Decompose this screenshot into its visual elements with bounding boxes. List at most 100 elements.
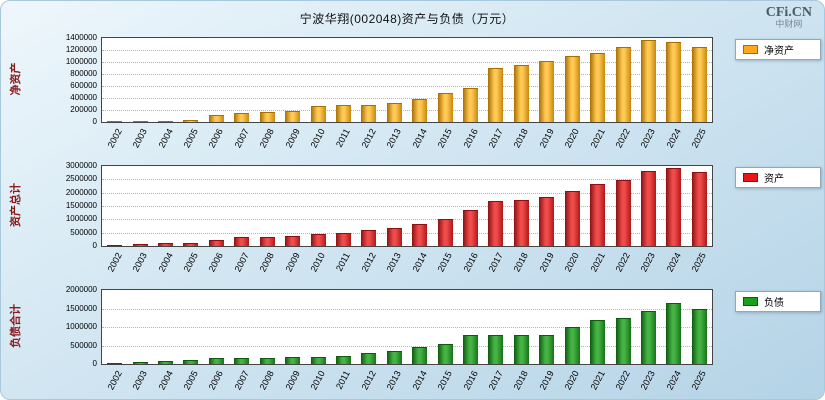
xlabel-2002: 2002 [105, 127, 124, 150]
ytick-total-liabilities: 2000000 [65, 285, 97, 294]
xlabel-2021: 2021 [588, 251, 607, 274]
xlabel-2014: 2014 [410, 369, 429, 392]
ytick-total-liabilities: 500000 [70, 340, 97, 350]
ytick-total-assets: 3000000 [65, 161, 97, 170]
bar-total-liabilities-2014 [412, 346, 428, 364]
gridline [102, 74, 712, 75]
legend-net-assets: 净资产 [735, 39, 821, 60]
bar-total-assets-2025 [691, 172, 707, 246]
bar-total-liabilities-2015 [437, 344, 453, 364]
xlabel-2018: 2018 [511, 251, 531, 274]
xlabel-2009: 2009 [283, 251, 302, 274]
bar-total-assets-2007 [234, 237, 250, 246]
xlabel-2022: 2022 [613, 251, 632, 274]
xlabel-2023: 2023 [639, 127, 658, 150]
bar-net-assets-2017 [488, 68, 504, 122]
chart-net-assets: 净资产 1400000 1200000 1000000 800000 600000 4000… [1, 33, 824, 164]
xlabel-2009: 2009 [283, 127, 302, 150]
gridline [102, 179, 712, 181]
xlabel-2013: 2013 [384, 251, 404, 274]
xlabel-2006: 2006 [206, 369, 226, 392]
xlabel-2012: 2012 [359, 369, 378, 392]
chart-title: 宁波华翔(002048)资产与负债（万元） [299, 12, 515, 26]
xlabel-2024: 2024 [664, 369, 683, 392]
bar-total-assets-2014 [412, 223, 428, 246]
xlabel-2018: 2018 [511, 127, 531, 150]
bar-net-assets-2008 [259, 112, 275, 122]
xlabel-2018: 2018 [511, 369, 531, 392]
cfi-logo: CFi.CN 中财网 [766, 5, 812, 30]
bar-total-assets-2003 [132, 243, 148, 246]
xlabel-2023: 2023 [639, 251, 658, 274]
legend-label-total-liabilities: 负债 [764, 298, 784, 309]
gridline [102, 192, 712, 194]
gridline [102, 206, 712, 207]
xlabel-2002: 2002 [105, 251, 124, 274]
xlabels-total-assets: 2002 2003 2004 2005 2006 2007 2008 2009 2010 2011… [101, 248, 713, 288]
bar-total-assets-2002 [107, 244, 123, 246]
bar-total-assets-2008 [259, 237, 275, 246]
gridline [102, 62, 712, 63]
xlabel-2014: 2014 [410, 127, 429, 150]
xlabel-2020: 2020 [562, 251, 582, 274]
bar-total-liabilities-2025 [691, 308, 707, 364]
xlabel-2014: 2014 [410, 251, 429, 274]
bar-total-liabilities-2004 [158, 360, 174, 364]
legend-label-total-assets: 资产 [764, 174, 784, 185]
xlabel-2008: 2008 [257, 369, 277, 392]
xlabels-total-liabilities: 2002 2003 2004 2005 2006 2007 2008 2009 2010 2011… [101, 366, 713, 399]
gridline [102, 110, 712, 111]
xlabels-net-assets: 2002 2003 2004 2005 2006 2007 2008 2009 2010 2011… [101, 124, 713, 164]
xlabel-2011: 2011 [334, 251, 353, 273]
xlabel-2007: 2007 [232, 369, 251, 392]
xlabel-2019: 2019 [537, 251, 556, 274]
xlabel-2024: 2024 [664, 127, 683, 150]
bar-total-liabilities-2023 [640, 310, 656, 364]
xlabel-2016: 2016 [461, 369, 480, 392]
legend-total-assets: 资产 [735, 167, 821, 188]
xlabel-2019: 2019 [537, 369, 556, 392]
bar-total-liabilities-2021 [590, 320, 606, 364]
xlabel-2003: 2003 [130, 127, 149, 150]
xlabel-2004: 2004 [156, 127, 175, 150]
xlabel-2004: 2004 [156, 251, 175, 274]
xlabel-2005: 2005 [181, 251, 200, 274]
bar-total-assets-2012 [361, 230, 377, 246]
bar-total-assets-2016 [463, 209, 479, 246]
bar-net-assets-2006 [208, 114, 224, 122]
bar-net-assets-2003 [132, 120, 148, 122]
bar-net-assets-2009 [285, 111, 301, 122]
ytick-net-assets: 800000 [70, 69, 97, 78]
ytick-total-assets: 500000 [70, 227, 97, 237]
bar-total-liabilities-2009 [285, 357, 301, 364]
ylabel-total-liabilities: 负债合计 [10, 304, 22, 348]
bar-total-assets-2010 [310, 234, 326, 246]
xlabel-2021: 2021 [588, 369, 607, 392]
ytick-total-assets: 2500000 [65, 174, 97, 184]
xlabel-2020: 2020 [562, 369, 582, 392]
chart-total-liabilities: 负债合计 2000000 1500000 1000000 500000 0 2002 2003… [1, 285, 824, 399]
bar-net-assets-2012 [361, 104, 377, 122]
gridline [102, 232, 712, 234]
bar-total-liabilities-2010 [310, 356, 326, 364]
xlabel-2006: 2006 [206, 127, 226, 150]
bar-total-assets-2017 [488, 201, 504, 246]
bar-net-assets-2015 [437, 92, 453, 122]
ytick-net-assets: 0 [92, 117, 97, 126]
bar-net-assets-2011 [335, 104, 351, 122]
xlabel-2012: 2012 [359, 251, 378, 274]
ytick-total-liabilities: 1500000 [65, 303, 97, 313]
xlabel-2007: 2007 [232, 251, 251, 274]
bar-total-liabilities-2003 [132, 361, 148, 364]
logo-text: CFi.CN [765, 5, 812, 20]
xlabel-2012: 2012 [359, 127, 378, 150]
xlabel-2017: 2017 [486, 127, 505, 150]
bar-total-liabilities-2019 [539, 334, 555, 364]
xlabel-2006: 2006 [206, 251, 226, 274]
xlabel-2015: 2015 [435, 369, 454, 392]
bar-total-liabilities-2006 [208, 358, 224, 364]
legend-total-liabilities: 负债 [735, 291, 821, 312]
legend-swatch-total-assets [743, 173, 758, 182]
bar-total-assets-2024 [666, 168, 682, 246]
